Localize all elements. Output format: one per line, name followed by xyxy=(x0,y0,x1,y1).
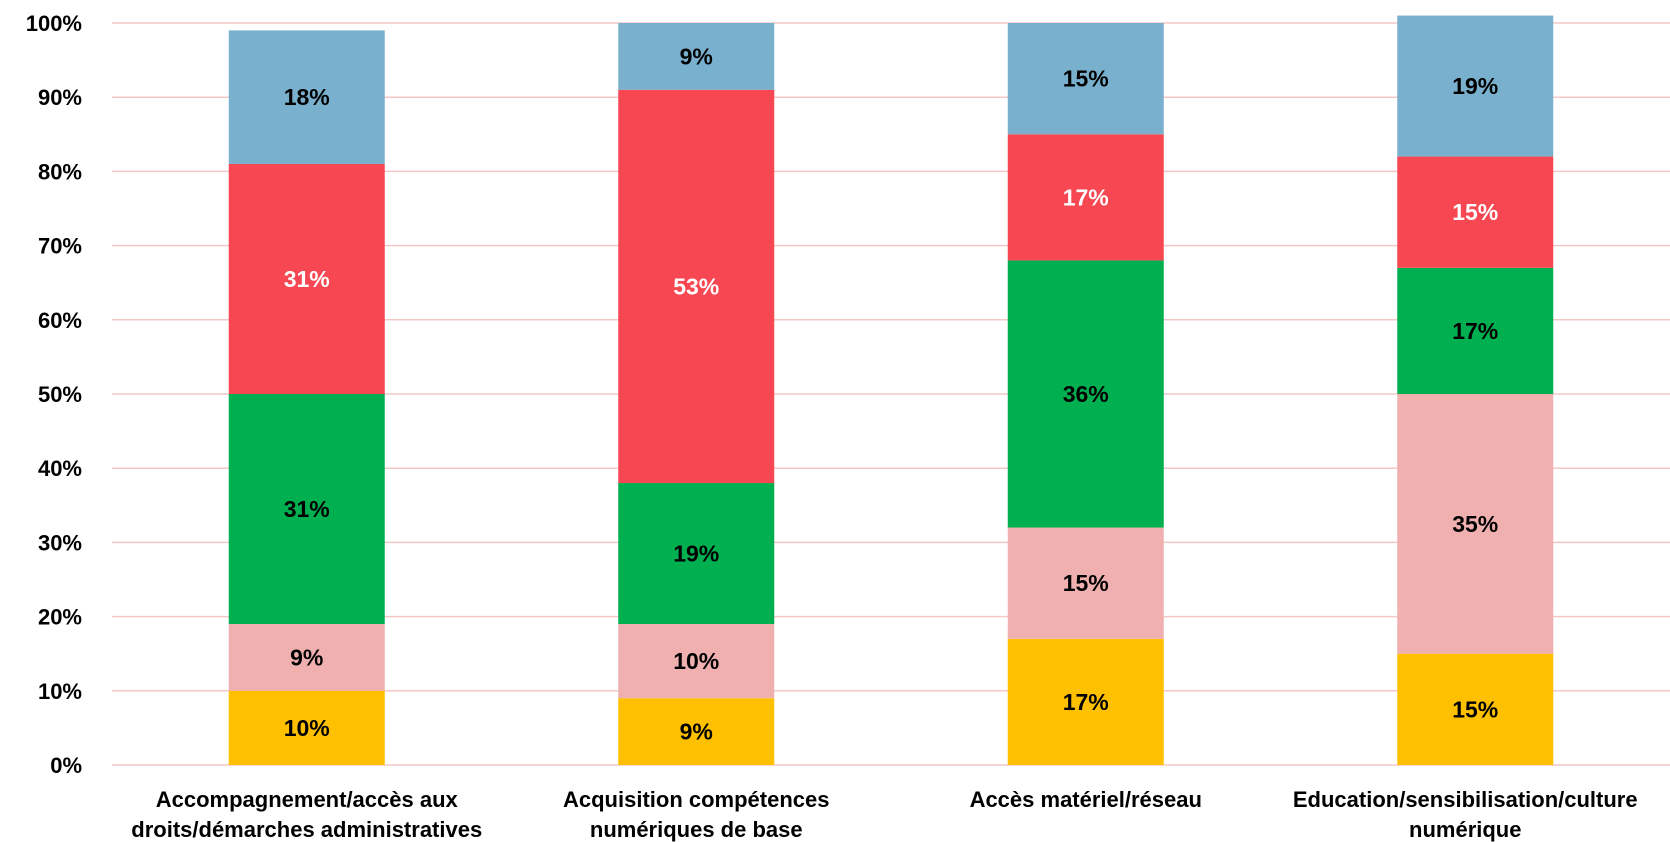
data-label: 9% xyxy=(680,719,713,745)
data-label: 17% xyxy=(1063,184,1109,210)
category-label: droits/démarches administratives xyxy=(131,817,482,842)
y-tick-label: 80% xyxy=(38,159,82,184)
category-label: Acquisition compétences xyxy=(563,787,830,812)
category-label: Accompagnement/accès aux xyxy=(156,787,459,812)
category-label: Accès matériel/réseau xyxy=(970,787,1202,812)
category-label: numériques de base xyxy=(590,817,803,842)
bar-segment xyxy=(1397,267,1554,394)
data-label: 17% xyxy=(1063,689,1109,715)
bar-segment xyxy=(618,483,775,625)
y-axis-ticks: 0% 10% 20% 30% 40% 50% 60% 70% 80% 90% 100% xyxy=(26,11,82,778)
bar-segment xyxy=(228,30,385,164)
data-label: 31% xyxy=(284,266,330,292)
y-tick-label: 60% xyxy=(38,308,82,333)
bar-segment xyxy=(1007,23,1164,135)
bar-segment xyxy=(1397,15,1554,157)
bar-segment xyxy=(228,624,385,691)
data-label: 15% xyxy=(1452,199,1498,225)
x-axis-categories: Accompagnement/accès aux droits/démarches… xyxy=(131,787,1637,842)
data-label: 10% xyxy=(284,715,330,741)
y-tick-label: 100% xyxy=(26,11,82,36)
bar-segment xyxy=(1007,638,1164,765)
data-labels: 10% 9% 31% 31% 18% 9% 10% 19% 53% 9% 17% 15% 36% 17% 1… xyxy=(284,43,1499,744)
data-label: 15% xyxy=(1452,696,1498,722)
y-tick-label: 30% xyxy=(38,530,82,555)
y-tick-label: 70% xyxy=(38,234,82,259)
bar-segment xyxy=(1397,394,1554,654)
bar-segment xyxy=(1397,653,1554,765)
y-tick-label: 90% xyxy=(38,85,82,110)
bar-segment xyxy=(228,163,385,394)
data-label: 18% xyxy=(284,84,330,110)
data-label: 53% xyxy=(673,273,719,299)
data-label: 10% xyxy=(673,648,719,674)
y-tick-label: 10% xyxy=(38,679,82,704)
data-label: 19% xyxy=(1452,73,1498,99)
bar-segment xyxy=(618,89,775,484)
bar-segment xyxy=(1397,156,1554,268)
y-tick-label: 0% xyxy=(50,753,82,778)
y-tick-label: 40% xyxy=(38,456,82,481)
bar-segment xyxy=(228,690,385,765)
data-label: 9% xyxy=(680,43,713,69)
data-label: 35% xyxy=(1452,511,1498,537)
bar-segment xyxy=(1007,527,1164,639)
data-label: 31% xyxy=(284,496,330,522)
data-label: 19% xyxy=(673,541,719,567)
category-label: numérique xyxy=(1409,817,1521,842)
bar-segment xyxy=(618,23,775,90)
data-label: 9% xyxy=(290,644,323,670)
bar-segment xyxy=(1007,260,1164,528)
bar-segment xyxy=(618,698,775,765)
data-label: 15% xyxy=(1063,570,1109,596)
bar-segment xyxy=(618,624,775,699)
data-label: 17% xyxy=(1452,318,1498,344)
data-label: 36% xyxy=(1063,381,1109,407)
bar-segment xyxy=(1007,134,1164,261)
y-tick-label: 50% xyxy=(38,382,82,407)
bars xyxy=(228,15,1554,765)
bar-segment xyxy=(228,394,385,625)
data-label: 15% xyxy=(1063,66,1109,92)
category-label: Education/sensibilisation/culture xyxy=(1293,787,1638,812)
y-tick-label: 20% xyxy=(38,605,82,630)
